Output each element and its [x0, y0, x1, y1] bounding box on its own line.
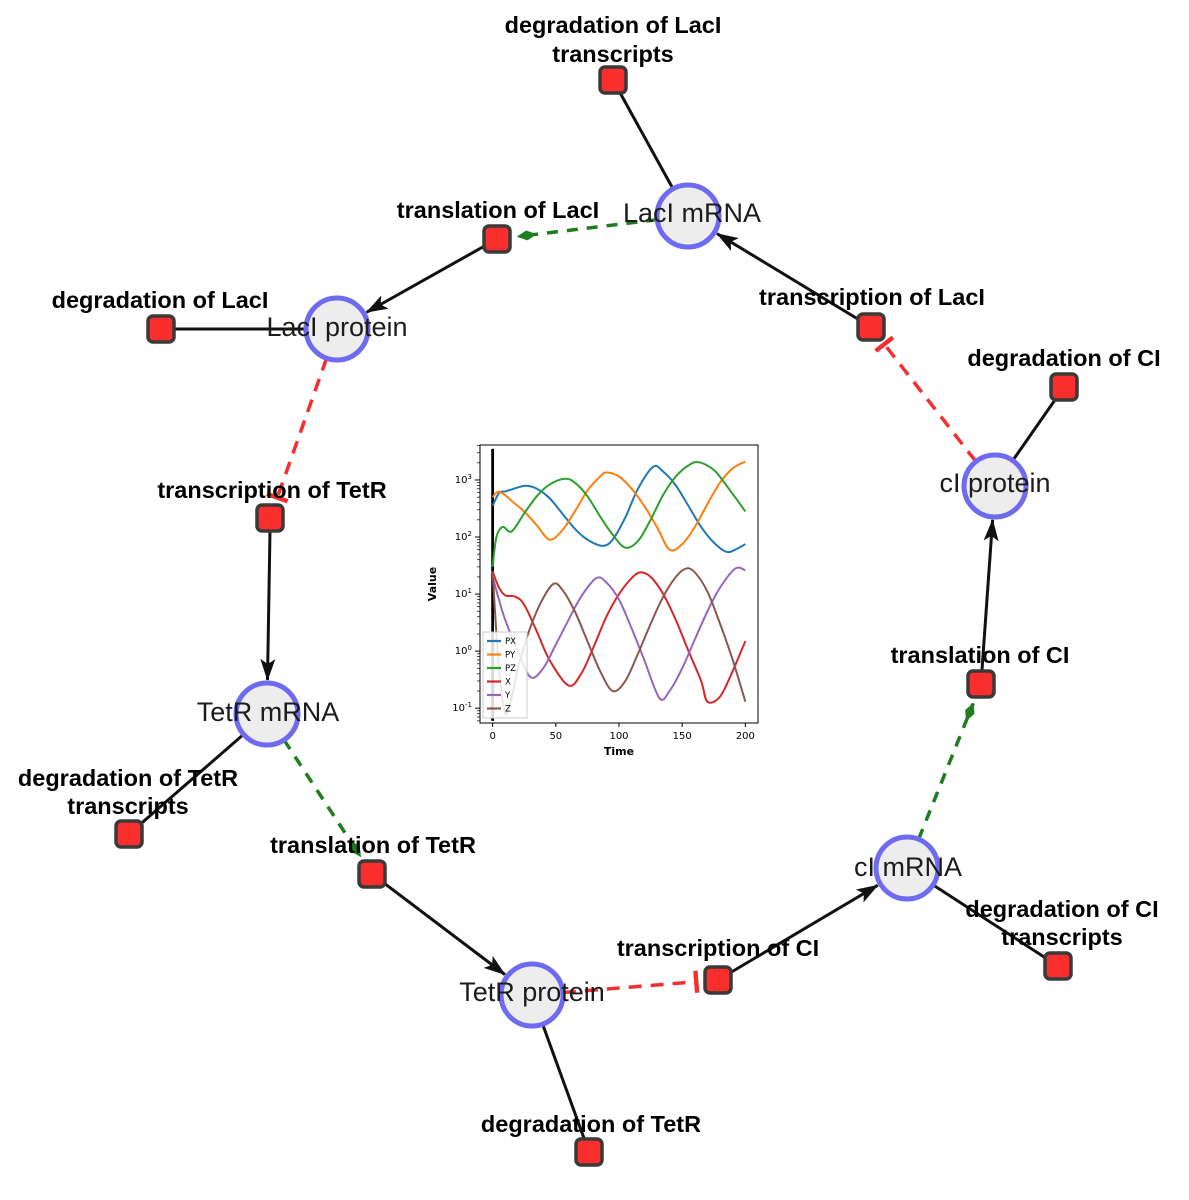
edge-translation-ci-to-ci-protein: [979, 518, 999, 685]
y-tick-label: 101: [455, 587, 472, 600]
reaction-node-transcription-laci[interactable]: [856, 312, 886, 342]
reaction-label-translation-ci: translation of CI: [891, 642, 1070, 668]
reaction-label-deg-tetr-transcripts-2: transcripts: [67, 793, 188, 819]
series-PX: [491, 464, 746, 554]
species-node-tetr-mrna[interactable]: [233, 680, 301, 748]
series-PY: [491, 460, 746, 552]
reaction-label-transcription-ci: transcription of CI: [617, 935, 819, 961]
reaction-node-deg-laci-transcripts[interactable]: [598, 65, 628, 95]
species-label-laci-mrna: LacI mRNA: [623, 198, 761, 228]
reaction-node-deg-ci-transcripts[interactable]: [1043, 951, 1073, 981]
x-tick-label: 200: [736, 731, 755, 742]
y-tick-label: 100: [455, 644, 472, 657]
y-tick-label: 103: [455, 473, 472, 486]
species-label-ci-protein: cI protein: [939, 468, 1050, 498]
reaction-node-deg-ci[interactable]: [1049, 372, 1079, 402]
reaction-node-translation-laci[interactable]: [482, 224, 512, 254]
reaction-label-deg-ci: degradation of CI: [967, 345, 1160, 371]
reaction-node-deg-laci[interactable]: [146, 314, 176, 344]
reaction-node-transcription-ci[interactable]: [703, 965, 733, 995]
reaction-label-deg-laci-transcripts-2: transcripts: [552, 41, 673, 67]
reaction-label-deg-ci-transcripts-2: transcripts: [1001, 924, 1122, 950]
reaction-node-deg-tetr[interactable]: [574, 1137, 604, 1167]
reaction-label-deg-tetr-transcripts-1: degradation of TetR: [18, 765, 238, 791]
x-tick-label: 50: [549, 731, 562, 742]
inset-time-series-plot: 10-1 100 101 102 103 0 50 100 150 200 Time Value PX P…: [428, 430, 790, 770]
edge-laci-protein-inhibits-transcription-tetr: [266, 357, 329, 504]
legend-label-Z: Z: [505, 705, 511, 715]
reaction-label-transcription-laci: transcription of LacI: [759, 284, 985, 310]
reaction-node-translation-ci[interactable]: [966, 669, 996, 699]
edge-transcription-tetr-to-tetr-mrna: [260, 530, 276, 681]
species-label-laci-protein: LacI protein: [266, 312, 407, 342]
x-axis-label: Time: [604, 745, 634, 758]
y-axis-label: Value: [428, 567, 439, 601]
reaction-label-deg-laci-transcripts-1: degradation of LacI: [505, 12, 722, 38]
edge-translation-laci-to-laci-protein: [365, 237, 498, 314]
species-label-tetr-protein: TetR protein: [459, 977, 605, 1007]
legend-label-PY: PY: [505, 651, 516, 661]
edge-ci-protein-inhibits-transcription-laci: [874, 335, 978, 463]
edge-tetr-protein-inhibits-transcription-ci: [562, 970, 700, 995]
reaction-node-translation-tetr[interactable]: [357, 859, 387, 889]
y-tick-label: 102: [455, 530, 472, 543]
x-tick-label: 150: [673, 731, 692, 742]
edge-ci-mrna-modifies-translation: [916, 702, 975, 840]
species-node-laci-protein[interactable]: [303, 295, 371, 363]
x-tick-label: 100: [609, 731, 628, 742]
legend-box: [482, 631, 528, 719]
reaction-label-transcription-tetr: transcription of TetR: [157, 477, 386, 503]
y-tick-label: 10-1: [452, 701, 472, 714]
reaction-label-translation-laci: translation of LacI: [397, 197, 599, 223]
edge-tetr-mrna-modifies-translation: [282, 738, 362, 858]
edge-laci-mrna-modifies-translation: [516, 217, 658, 241]
series-X: [491, 571, 747, 704]
reaction-node-deg-tetr-transcripts[interactable]: [114, 819, 144, 849]
reaction-label-deg-laci: degradation of LacI: [52, 287, 269, 313]
species-label-tetr-mrna: TetR mRNA: [197, 697, 340, 727]
label-layer: degradation of LacI transcripts translat…: [18, 12, 1161, 1137]
reaction-node-transcription-tetr[interactable]: [255, 503, 285, 533]
species-label-ci-mrna: cI mRNA: [854, 852, 962, 882]
series-PZ: [491, 461, 747, 567]
inset-plot-canvas: 10-1 100 101 102 103 0 50 100 150 200 Time Value PX P…: [428, 444, 759, 758]
node-layer: [114, 65, 1079, 1167]
reaction-label-deg-tetr: degradation of TetR: [481, 1111, 701, 1137]
legend-label-X: X: [505, 678, 511, 688]
edge-translation-tetr-to-tetr-protein: [371, 872, 506, 976]
reaction-label-deg-ci-transcripts-1: degradation of CI: [965, 896, 1158, 922]
legend-label-PX: PX: [505, 637, 516, 647]
species-node-laci-mrna[interactable]: [654, 182, 722, 250]
edge-transcription-laci-to-laci-mrna: [716, 232, 872, 329]
legend-label-PZ: PZ: [505, 664, 516, 674]
species-node-ci-protein[interactable]: [961, 452, 1029, 520]
legend-label-Y: Y: [504, 691, 511, 701]
x-tick-label: 0: [489, 731, 495, 742]
reaction-label-translation-tetr: translation of TetR: [270, 832, 476, 858]
species-node-tetr-protein[interactable]: [498, 961, 566, 1029]
edge-transcription-ci-to-ci-mrna: [717, 884, 879, 982]
species-node-ci-mrna[interactable]: [873, 834, 941, 902]
